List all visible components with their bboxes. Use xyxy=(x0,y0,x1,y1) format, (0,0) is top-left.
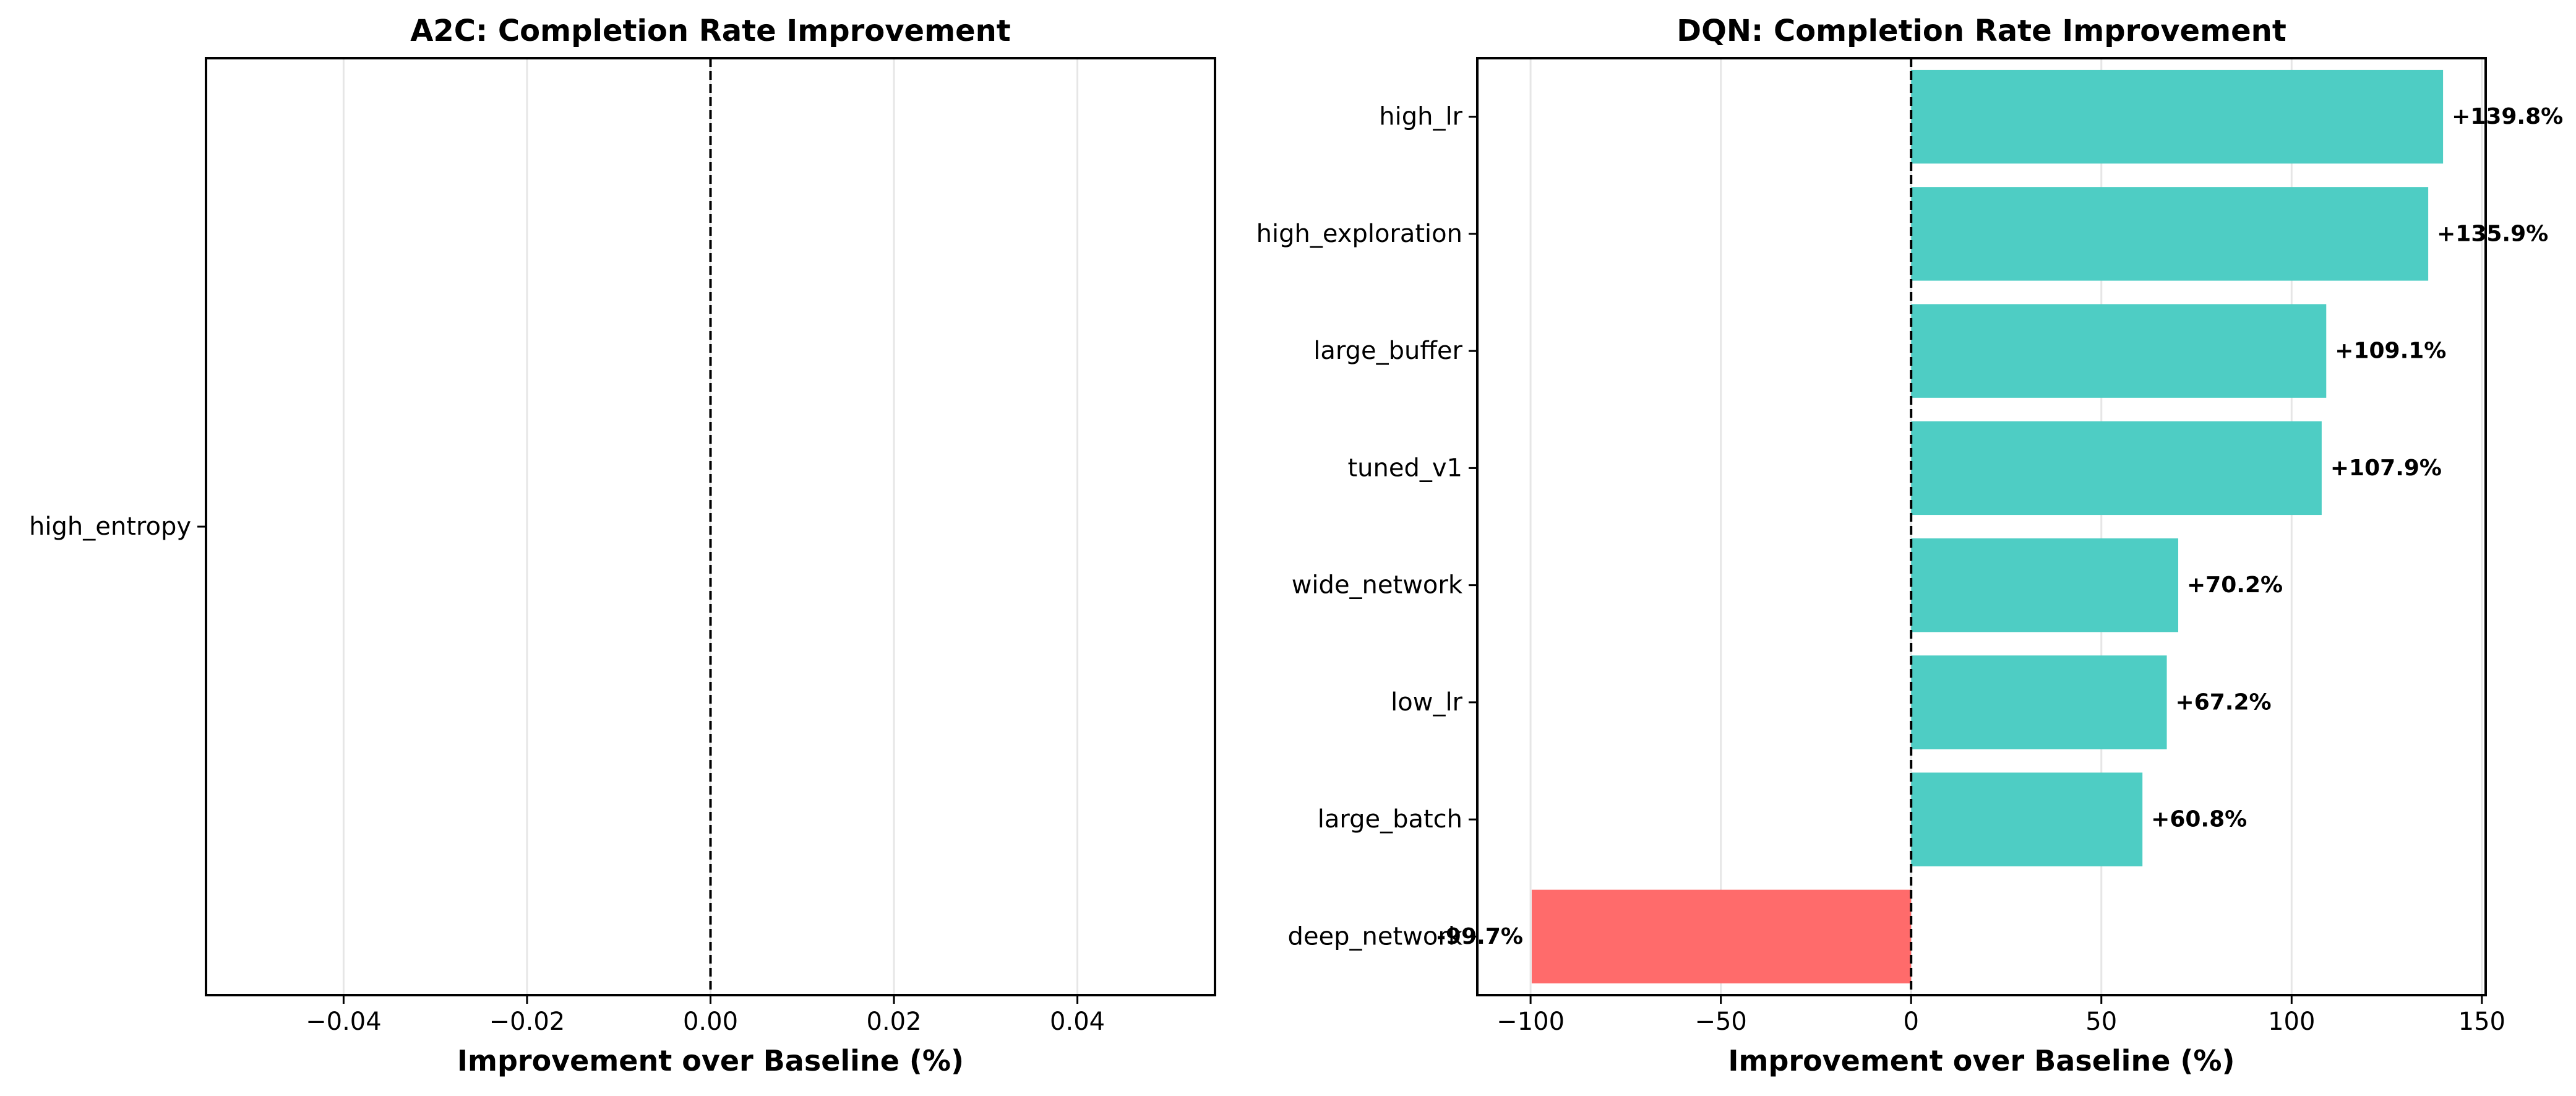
x-axis-label: Improvement over Baseline (%) xyxy=(457,1044,964,1077)
x-tick-label: 150 xyxy=(2458,1008,2505,1036)
x-tick-label: 0.00 xyxy=(683,1008,738,1036)
bar-large_batch xyxy=(1911,772,2143,866)
bar-high_exploration xyxy=(1911,187,2429,281)
chart-title: A2C: Completion Rate Improvement xyxy=(410,14,1011,48)
y-tick-label: tuned_v1 xyxy=(1347,454,1462,482)
x-tick-label: 0.04 xyxy=(1050,1008,1105,1036)
value-label: +109.1% xyxy=(2335,339,2446,364)
value-label: -99.7% xyxy=(1436,924,1523,949)
y-tick-label: large_batch xyxy=(1318,805,1462,834)
x-tick-label: 0 xyxy=(1903,1008,1918,1036)
value-label: +139.8% xyxy=(2452,104,2563,129)
x-tick-label: 50 xyxy=(2085,1008,2117,1036)
value-label: +107.9% xyxy=(2330,455,2442,481)
x-axis-label: Improvement over Baseline (%) xyxy=(1728,1044,2235,1077)
value-label: +70.2% xyxy=(2187,572,2283,598)
x-tick-label: −50 xyxy=(1694,1008,1746,1036)
y-tick-label: high_lr xyxy=(1379,103,1462,131)
bar-high_lr xyxy=(1911,69,2444,164)
value-label: +60.8% xyxy=(2151,807,2247,832)
y-tick-label: deep_network xyxy=(1288,922,1463,951)
x-tick-label: −100 xyxy=(1496,1008,1565,1036)
y-tick-label: low_lr xyxy=(1391,688,1462,717)
bar-deep_network xyxy=(1531,889,1912,984)
y-tick-label: high_exploration xyxy=(1256,220,1462,248)
chart-title: DQN: Completion Rate Improvement xyxy=(1677,14,2286,48)
x-tick-label: 100 xyxy=(2268,1008,2315,1036)
y-tick-label: high_entropy xyxy=(29,512,191,541)
x-tick-label: −0.02 xyxy=(489,1008,565,1036)
y-tick-label: large_buffer xyxy=(1313,337,1462,365)
value-label: +135.9% xyxy=(2437,221,2548,246)
bar-tuned_v1 xyxy=(1911,421,2322,516)
y-tick-label: wide_network xyxy=(1292,571,1463,600)
x-tick-label: 0.02 xyxy=(867,1008,922,1036)
value-label: +67.2% xyxy=(2176,689,2272,715)
bar-low_lr xyxy=(1911,655,2167,749)
plot-frame xyxy=(1476,57,2487,996)
bar-large_buffer xyxy=(1911,304,2327,398)
x-tick-label: −0.04 xyxy=(306,1008,382,1036)
bar-wide_network xyxy=(1911,538,2179,632)
